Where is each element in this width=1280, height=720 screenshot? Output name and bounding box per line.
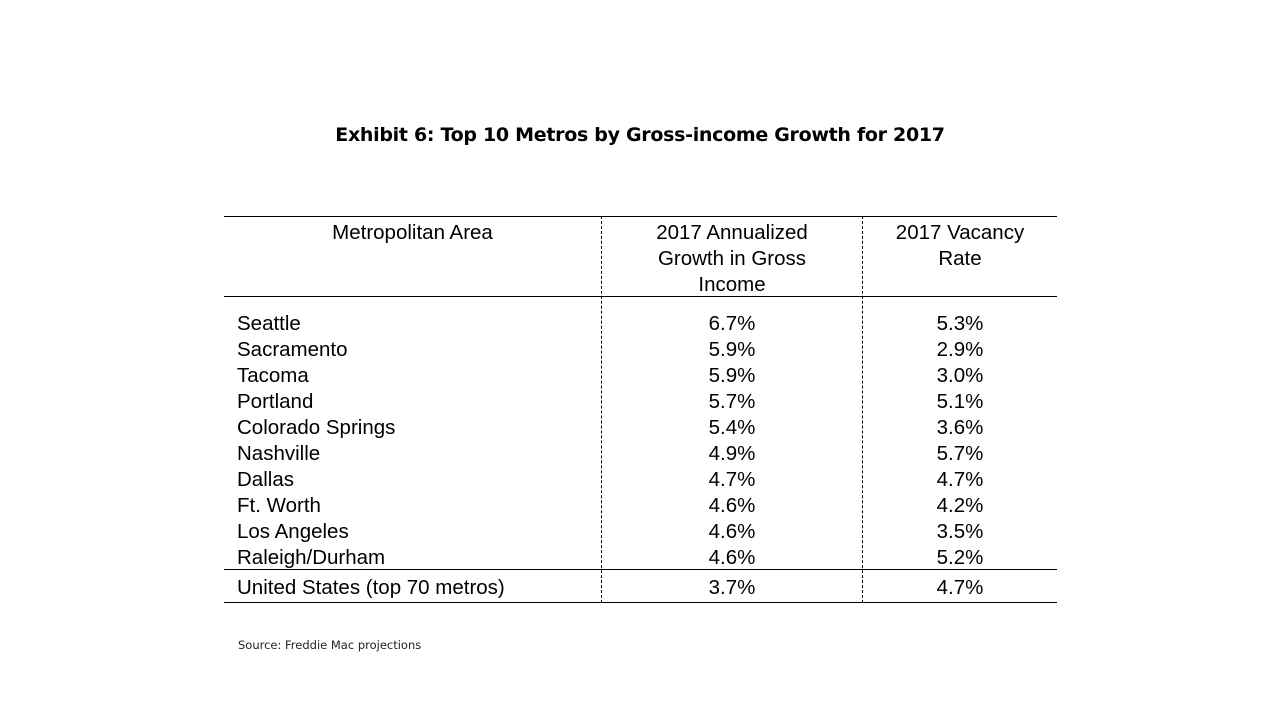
- column-divider-2: [862, 216, 863, 603]
- vacancy-rate-cell: 5.3%: [936, 312, 984, 335]
- vacancy-rate-cell: 3.6%: [936, 416, 984, 439]
- vacancy-rate-cell: 4.7%: [936, 468, 984, 491]
- metro-name-cell: United States (top 70 metros): [237, 576, 505, 599]
- table-top-rule: [224, 216, 1057, 217]
- vacancy-rate-cell: 4.7%: [936, 576, 984, 599]
- summary-top-rule: [224, 569, 1057, 570]
- income-growth-cell: 3.7%: [708, 576, 756, 599]
- source-note: Source: Freddie Mac projections: [238, 638, 422, 652]
- income-growth-cell: 5.7%: [708, 390, 756, 413]
- vacancy-rate-cell: 5.1%: [936, 390, 984, 413]
- metro-name-cell: Los Angeles: [237, 520, 349, 543]
- table-bottom-rule: [224, 602, 1057, 603]
- header-bottom-rule: [224, 296, 1057, 297]
- income-growth-cell: 4.6%: [708, 520, 756, 543]
- metro-name-cell: Ft. Worth: [237, 494, 321, 517]
- data-table: Metropolitan Area 2017 Annualized Growth…: [224, 216, 1057, 604]
- metro-name-cell: Seattle: [237, 312, 301, 335]
- vacancy-rate-cell: 3.0%: [936, 364, 984, 387]
- income-growth-cell: 5.4%: [708, 416, 756, 439]
- chart-title: Exhibit 6: Top 10 Metros by Gross-income…: [335, 124, 945, 146]
- vacancy-rate-cell: 4.2%: [936, 494, 984, 517]
- metro-name-cell: Sacramento: [237, 338, 348, 361]
- income-growth-cell: 4.7%: [708, 468, 756, 491]
- vacancy-rate-cell: 5.7%: [936, 442, 984, 465]
- metro-name-cell: Dallas: [237, 468, 294, 491]
- header-vacancy-rate: 2017 Vacancy Rate: [895, 221, 1025, 270]
- income-growth-cell: 4.6%: [708, 546, 756, 569]
- vacancy-rate-cell: 3.5%: [936, 520, 984, 543]
- metro-name-cell: Nashville: [237, 442, 321, 465]
- header-income-growth: 2017 Annualized Growth in Gross Income: [656, 221, 808, 296]
- income-growth-cell: 5.9%: [708, 338, 756, 361]
- income-growth-cell: 6.7%: [708, 312, 756, 335]
- column-divider-1: [601, 216, 602, 603]
- metro-name-cell: Colorado Springs: [237, 416, 396, 439]
- metro-name-cell: Tacoma: [237, 364, 309, 387]
- header-metropolitan-area: Metropolitan Area: [332, 221, 493, 244]
- income-growth-cell: 4.9%: [708, 442, 756, 465]
- income-growth-cell: 5.9%: [708, 364, 756, 387]
- metro-name-cell: Portland: [237, 390, 314, 413]
- income-growth-cell: 4.6%: [708, 494, 756, 517]
- metro-name-cell: Raleigh/Durham: [237, 546, 386, 569]
- vacancy-rate-cell: 5.2%: [936, 546, 984, 569]
- vacancy-rate-cell: 2.9%: [936, 338, 984, 361]
